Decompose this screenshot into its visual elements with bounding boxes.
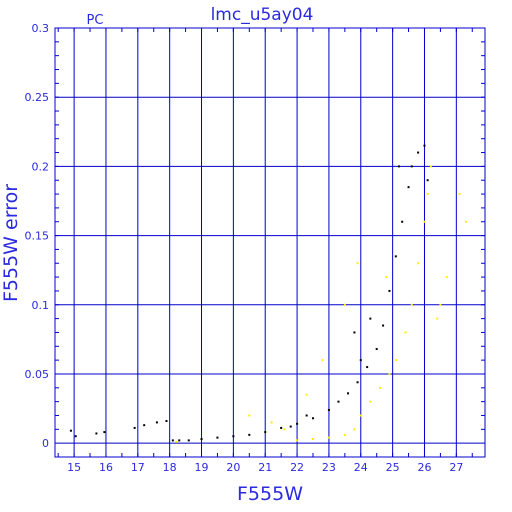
yellow-data-point: [343, 303, 346, 306]
yellow-data-point: [404, 331, 407, 334]
black-data-point: [289, 425, 292, 428]
yellow-data-point: [417, 262, 420, 265]
y-tick-label: 0.25: [25, 91, 50, 104]
x-tick-label: 23: [322, 461, 336, 474]
yellow-data-point: [305, 393, 308, 396]
black-data-point: [178, 439, 181, 442]
x-tick-label: 24: [354, 461, 368, 474]
yellow-data-point: [388, 372, 391, 375]
black-data-point: [232, 435, 235, 438]
x-tick-label: 18: [163, 461, 177, 474]
black-data-point: [423, 144, 426, 147]
black-data-point: [165, 420, 168, 423]
y-tick-label: 0.05: [25, 368, 50, 381]
plot-frame: [54, 27, 486, 458]
yellow-data-point: [410, 303, 413, 306]
black-data-point: [143, 424, 146, 427]
black-data-point: [394, 255, 397, 258]
x-tick-label: 20: [226, 461, 240, 474]
black-data-point: [312, 417, 314, 420]
grid-lines: [55, 27, 485, 457]
black-data-point: [133, 426, 136, 429]
y-axis-label: F555W error: [0, 184, 22, 302]
black-data-point: [280, 426, 283, 429]
black-data-point: [359, 359, 362, 362]
yellow-data-point: [321, 359, 324, 362]
x-axis-label: F555W: [237, 483, 303, 505]
black-data-point: [401, 220, 404, 223]
chart-title: lmc_u5ay04: [211, 5, 314, 25]
black-data-point: [296, 422, 299, 425]
data-series: [69, 144, 467, 443]
black-data-point: [155, 421, 158, 424]
yellow-data-point: [423, 220, 426, 223]
yellow-data-point: [458, 193, 461, 196]
yellow-data-point: [283, 428, 286, 431]
black-data-point: [305, 414, 308, 417]
black-data-point: [171, 439, 174, 442]
black-data-point: [356, 381, 359, 384]
x-tick-label: 22: [290, 461, 304, 474]
black-data-point: [417, 151, 420, 154]
x-tick-label: 16: [99, 461, 113, 474]
x-tick-label: 15: [67, 461, 81, 474]
x-tick-label: 25: [386, 461, 400, 474]
y-tick-label: 0.3: [32, 22, 50, 35]
x-tick-label: 27: [449, 461, 463, 474]
black-data-point: [347, 392, 350, 395]
black-data-point: [382, 324, 385, 327]
black-data-point: [353, 331, 356, 334]
yellow-data-point: [359, 414, 362, 417]
black-data-point: [375, 348, 378, 351]
chip-label: PC: [87, 13, 104, 28]
y-tick-label: 0.1: [32, 299, 50, 312]
black-data-point: [200, 438, 203, 441]
yellow-data-point: [312, 438, 314, 441]
x-tick-label: 17: [131, 461, 145, 474]
tick-labels: 15 16 17 18 19 20 21 22 23 24 25 26 27 0 0.05 0.1 0.15 0.…: [25, 22, 464, 474]
black-data-point: [410, 165, 413, 168]
yellow-data-point: [394, 359, 397, 362]
y-tick-label: 0.2: [32, 160, 50, 173]
black-data-point: [388, 289, 391, 292]
yellow-data-point: [343, 433, 346, 436]
black-data-point: [327, 408, 330, 411]
yellow-data-point: [296, 439, 299, 442]
black-data-point: [95, 432, 98, 435]
yellow-data-point: [426, 193, 429, 196]
black-data-point: [407, 186, 410, 189]
yellow-data-point: [385, 276, 388, 279]
yellow-data-point: [378, 386, 381, 389]
black-data-point: [337, 400, 340, 403]
yellow-data-point: [436, 317, 439, 320]
black-data-point: [398, 165, 400, 168]
black-data-point: [216, 436, 219, 439]
y-tick-label: 0.15: [25, 230, 50, 243]
black-data-point: [69, 429, 72, 432]
yellow-data-point: [175, 440, 178, 443]
black-data-point: [369, 317, 372, 320]
yellow-data-point: [429, 165, 432, 168]
black-data-point: [187, 439, 190, 442]
x-tick-label: 19: [195, 461, 209, 474]
yellow-data-point: [445, 276, 448, 279]
yellow-data-point: [248, 414, 251, 417]
y-tick-label: 0: [42, 437, 49, 450]
yellow-data-point: [327, 436, 330, 439]
black-data-point: [74, 435, 77, 438]
black-data-point: [366, 366, 369, 369]
black-data-point: [103, 431, 106, 434]
black-data-point: [248, 433, 251, 436]
black-data-point: [264, 431, 267, 434]
yellow-data-point: [356, 262, 359, 265]
yellow-data-point: [270, 421, 273, 424]
yellow-data-point: [369, 400, 372, 403]
black-data-point: [426, 179, 429, 182]
x-tick-label: 21: [258, 461, 272, 474]
yellow-data-point: [464, 220, 467, 223]
yellow-data-point: [353, 428, 356, 431]
x-tick-label: 26: [417, 461, 431, 474]
yellow-data-point: [439, 303, 442, 306]
